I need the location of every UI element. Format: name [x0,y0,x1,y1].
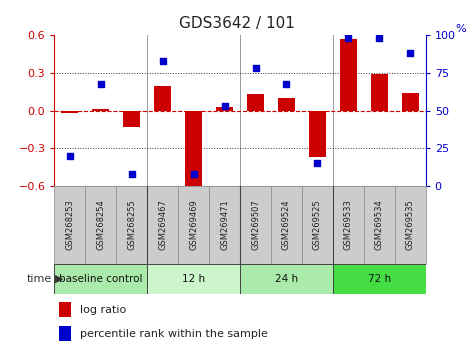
Bar [395,186,426,264]
Bar [271,186,302,264]
Bar [240,186,271,264]
Bar [54,186,85,264]
Bar [364,186,395,264]
Text: ▶: ▶ [55,274,64,284]
Bar [216,107,233,110]
Bar [333,186,364,264]
Bar [59,302,71,317]
Text: GSM269533: GSM269533 [344,199,353,250]
Point [190,171,197,177]
Point [128,171,136,177]
Text: GSM269525: GSM269525 [313,199,322,250]
Bar [340,39,357,110]
Text: 24 h: 24 h [275,274,298,284]
Text: GSM269507: GSM269507 [251,199,260,250]
Text: log ratio: log ratio [80,304,127,315]
Text: GSM269467: GSM269467 [158,199,167,250]
Text: GDS3642 / 101: GDS3642 / 101 [179,16,294,31]
Point [252,65,259,71]
Text: GSM269469: GSM269469 [189,199,198,250]
Point [283,81,290,86]
Text: GSM269535: GSM269535 [406,199,415,250]
Bar [116,186,147,264]
Bar [333,264,426,294]
Bar [402,93,419,110]
Text: 12 h: 12 h [182,274,205,284]
Text: baseline control: baseline control [59,274,142,284]
Text: GSM268253: GSM268253 [65,199,74,250]
Bar [371,74,388,110]
Bar [185,110,202,186]
Point [221,103,228,109]
Point [66,153,74,159]
Point [314,160,321,166]
Bar [154,86,171,110]
Text: GSM268254: GSM268254 [96,199,105,250]
Bar [92,109,109,110]
Point [97,81,105,86]
Bar [309,110,326,157]
Bar [247,94,264,110]
Text: percentile rank within the sample: percentile rank within the sample [80,329,268,339]
Bar [147,264,240,294]
Text: 72 h: 72 h [368,274,391,284]
Bar [54,264,147,294]
Bar [302,186,333,264]
Bar [278,98,295,110]
Bar [59,326,71,341]
Bar [178,186,209,264]
Point [406,51,414,56]
Text: GSM269471: GSM269471 [220,199,229,250]
Text: GSM269524: GSM269524 [282,199,291,250]
Text: GSM268255: GSM268255 [127,199,136,250]
Text: GSM269534: GSM269534 [375,199,384,250]
Bar [147,186,178,264]
Bar [123,110,140,127]
Point [159,58,166,64]
Point [376,35,383,41]
Bar [209,186,240,264]
Text: %: % [455,24,466,34]
Text: time: time [27,274,52,284]
Bar [240,264,333,294]
Bar [85,186,116,264]
Point [344,35,352,41]
Bar [61,110,79,113]
